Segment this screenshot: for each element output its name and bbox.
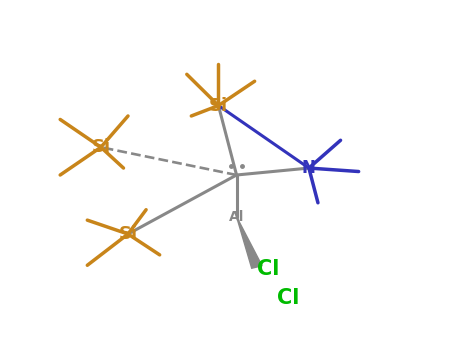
Text: Cl: Cl xyxy=(278,288,300,308)
Polygon shape xyxy=(237,217,262,268)
Text: Si: Si xyxy=(91,138,111,156)
Text: Al: Al xyxy=(229,210,244,224)
Text: Si: Si xyxy=(118,225,137,243)
Text: Cl: Cl xyxy=(257,259,279,279)
Text: Si: Si xyxy=(209,97,228,114)
Text: N: N xyxy=(302,159,316,177)
